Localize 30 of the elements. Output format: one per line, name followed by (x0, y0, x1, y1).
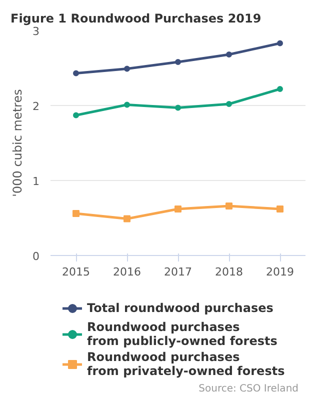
y-axis-title: '000 cubic metres (10, 89, 24, 197)
chart-title: Figure 1 Roundwood Purchases 2019 (10, 12, 262, 26)
point (175, 59, 181, 65)
point (73, 112, 79, 118)
x-tick-label: 2017 (164, 266, 192, 278)
x-tick-label: 2018 (215, 266, 244, 278)
point (124, 215, 130, 222)
x-tick-label: 2019 (266, 266, 294, 278)
point (226, 52, 232, 58)
point (276, 206, 284, 212)
point (277, 86, 283, 92)
x-tick-label: 2016 (113, 266, 142, 278)
point (174, 206, 182, 212)
y-tick-label: 1 (32, 175, 40, 188)
point (175, 104, 181, 111)
y-tick-label: 0 (32, 250, 40, 263)
legend-label: Roundwood purchases from publicly-owned forests (87, 320, 278, 348)
point (73, 70, 79, 76)
point (226, 202, 232, 210)
x-tick-label: 2015 (62, 266, 90, 278)
source-note: Source: CSO Ireland (198, 384, 298, 394)
point (124, 66, 130, 72)
legend-label: Roundwood purchases from privately-owned forests (87, 350, 285, 378)
point (72, 210, 80, 217)
legend-label: Total roundwood purchases (87, 301, 274, 315)
y-tick-label: 2 (32, 100, 40, 113)
point (226, 101, 232, 107)
point (277, 40, 283, 46)
y-tick-label: 3 (32, 25, 40, 38)
point (124, 102, 130, 108)
